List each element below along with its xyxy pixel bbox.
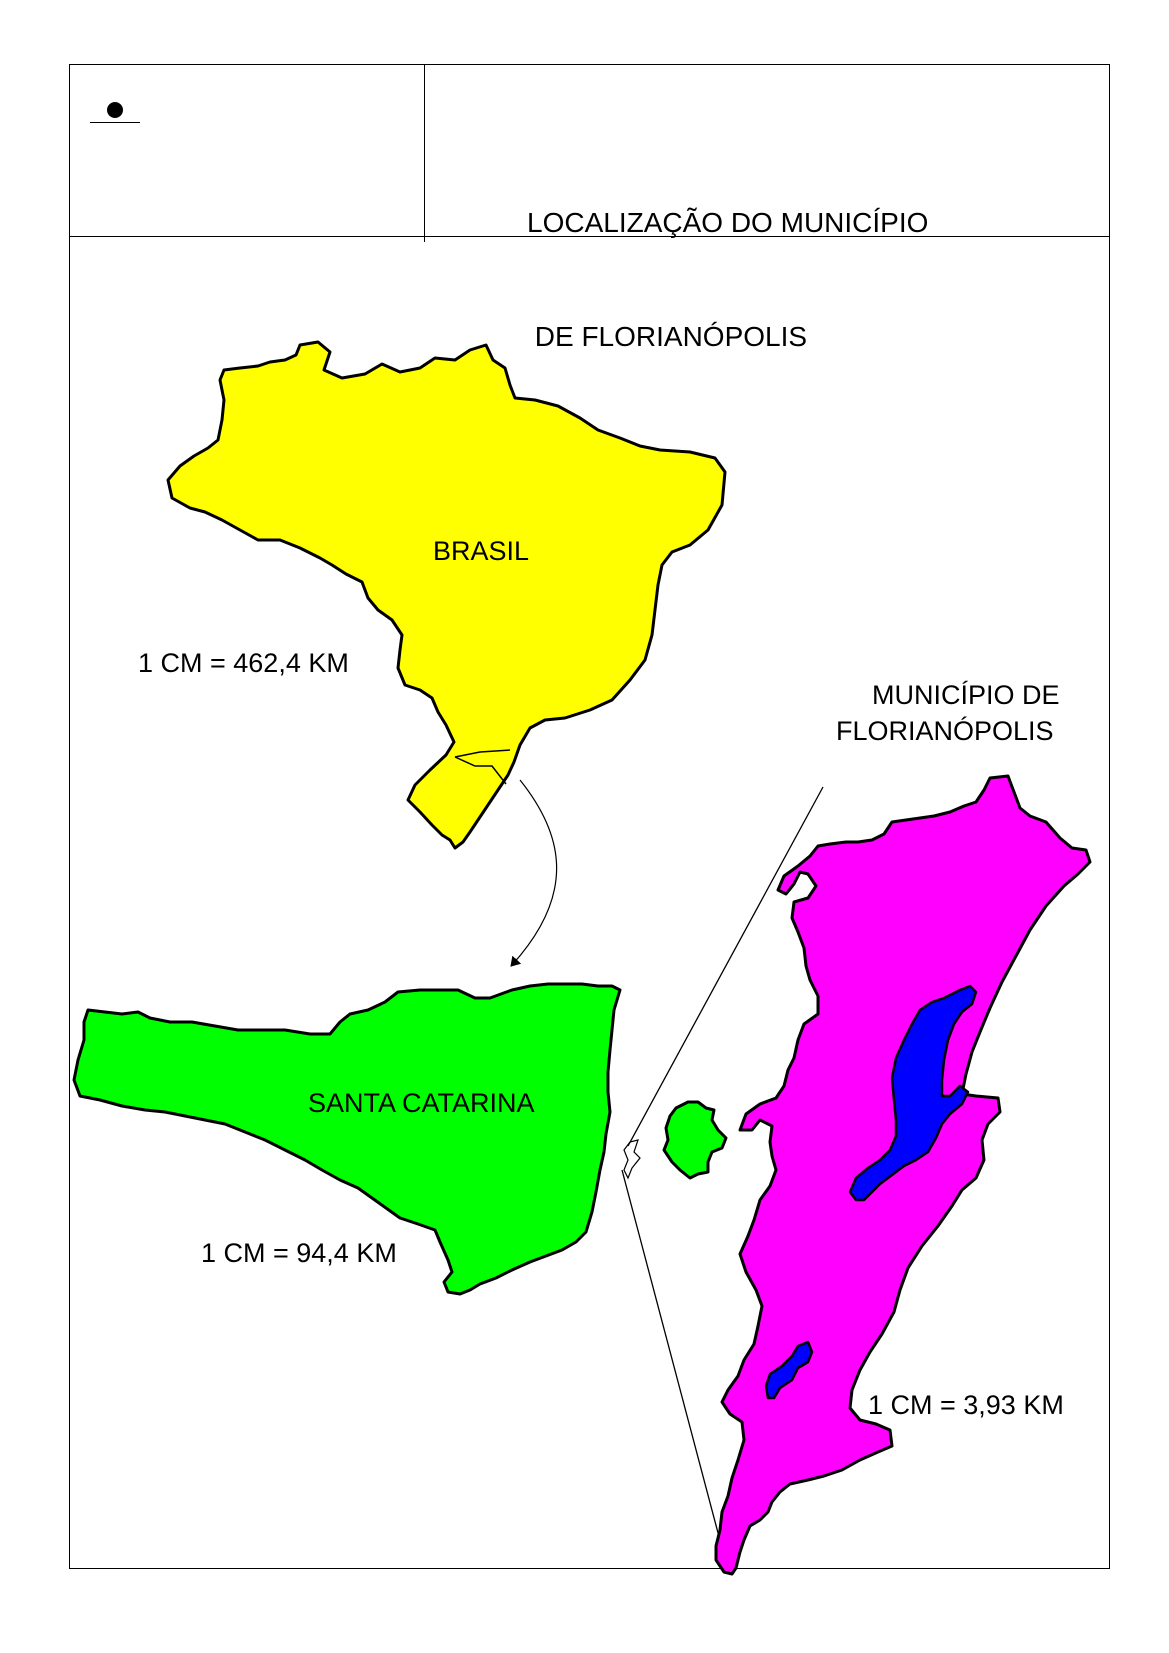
brasil-shape bbox=[166, 340, 727, 850]
lagoon-south-shape bbox=[764, 1340, 814, 1400]
brasil-state-border bbox=[454, 749, 511, 785]
florianopolis-continental-shape bbox=[662, 1100, 728, 1180]
florianopolis-label-line-1: MUNICÍPIO DE bbox=[872, 680, 1060, 710]
florianopolis-scale: 1 CM = 3,93 KM bbox=[868, 1390, 1064, 1420]
coast-island-small bbox=[623, 1139, 641, 1180]
lagoon-north-shape bbox=[848, 984, 978, 1202]
title-line-2: DE FLORIANÓPOLIS bbox=[527, 321, 808, 352]
brasil-label: BRASIL bbox=[433, 536, 530, 566]
header-divider bbox=[69, 236, 1110, 237]
brasil-scale: 1 CM = 462,4 KM bbox=[138, 648, 349, 678]
santa-catarina-scale: 1 CM = 94,4 KM bbox=[201, 1238, 397, 1268]
title-line-1: LOCALIZAÇÃO DO MUNICÍPIO bbox=[527, 207, 929, 238]
zoom-line-top bbox=[627, 786, 824, 1147]
map-frame bbox=[69, 64, 1110, 1569]
arrow bbox=[510, 779, 558, 967]
florianopolis-island-shape bbox=[714, 774, 1092, 1576]
dot-icon bbox=[107, 102, 123, 118]
page-title: LOCALIZAÇÃO DO MUNICÍPIO DE FLORIANÓPOLI… bbox=[527, 128, 928, 394]
header-separator bbox=[424, 64, 425, 242]
santa-catarina-label: SANTA CATARINA bbox=[308, 1088, 535, 1118]
santa-catarina-shape bbox=[72, 982, 622, 1296]
zoom-line-bottom bbox=[621, 1169, 723, 1549]
florianopolis-label-line-2: FLORIANÓPOLIS bbox=[836, 716, 1054, 746]
logo-underline bbox=[90, 122, 140, 123]
